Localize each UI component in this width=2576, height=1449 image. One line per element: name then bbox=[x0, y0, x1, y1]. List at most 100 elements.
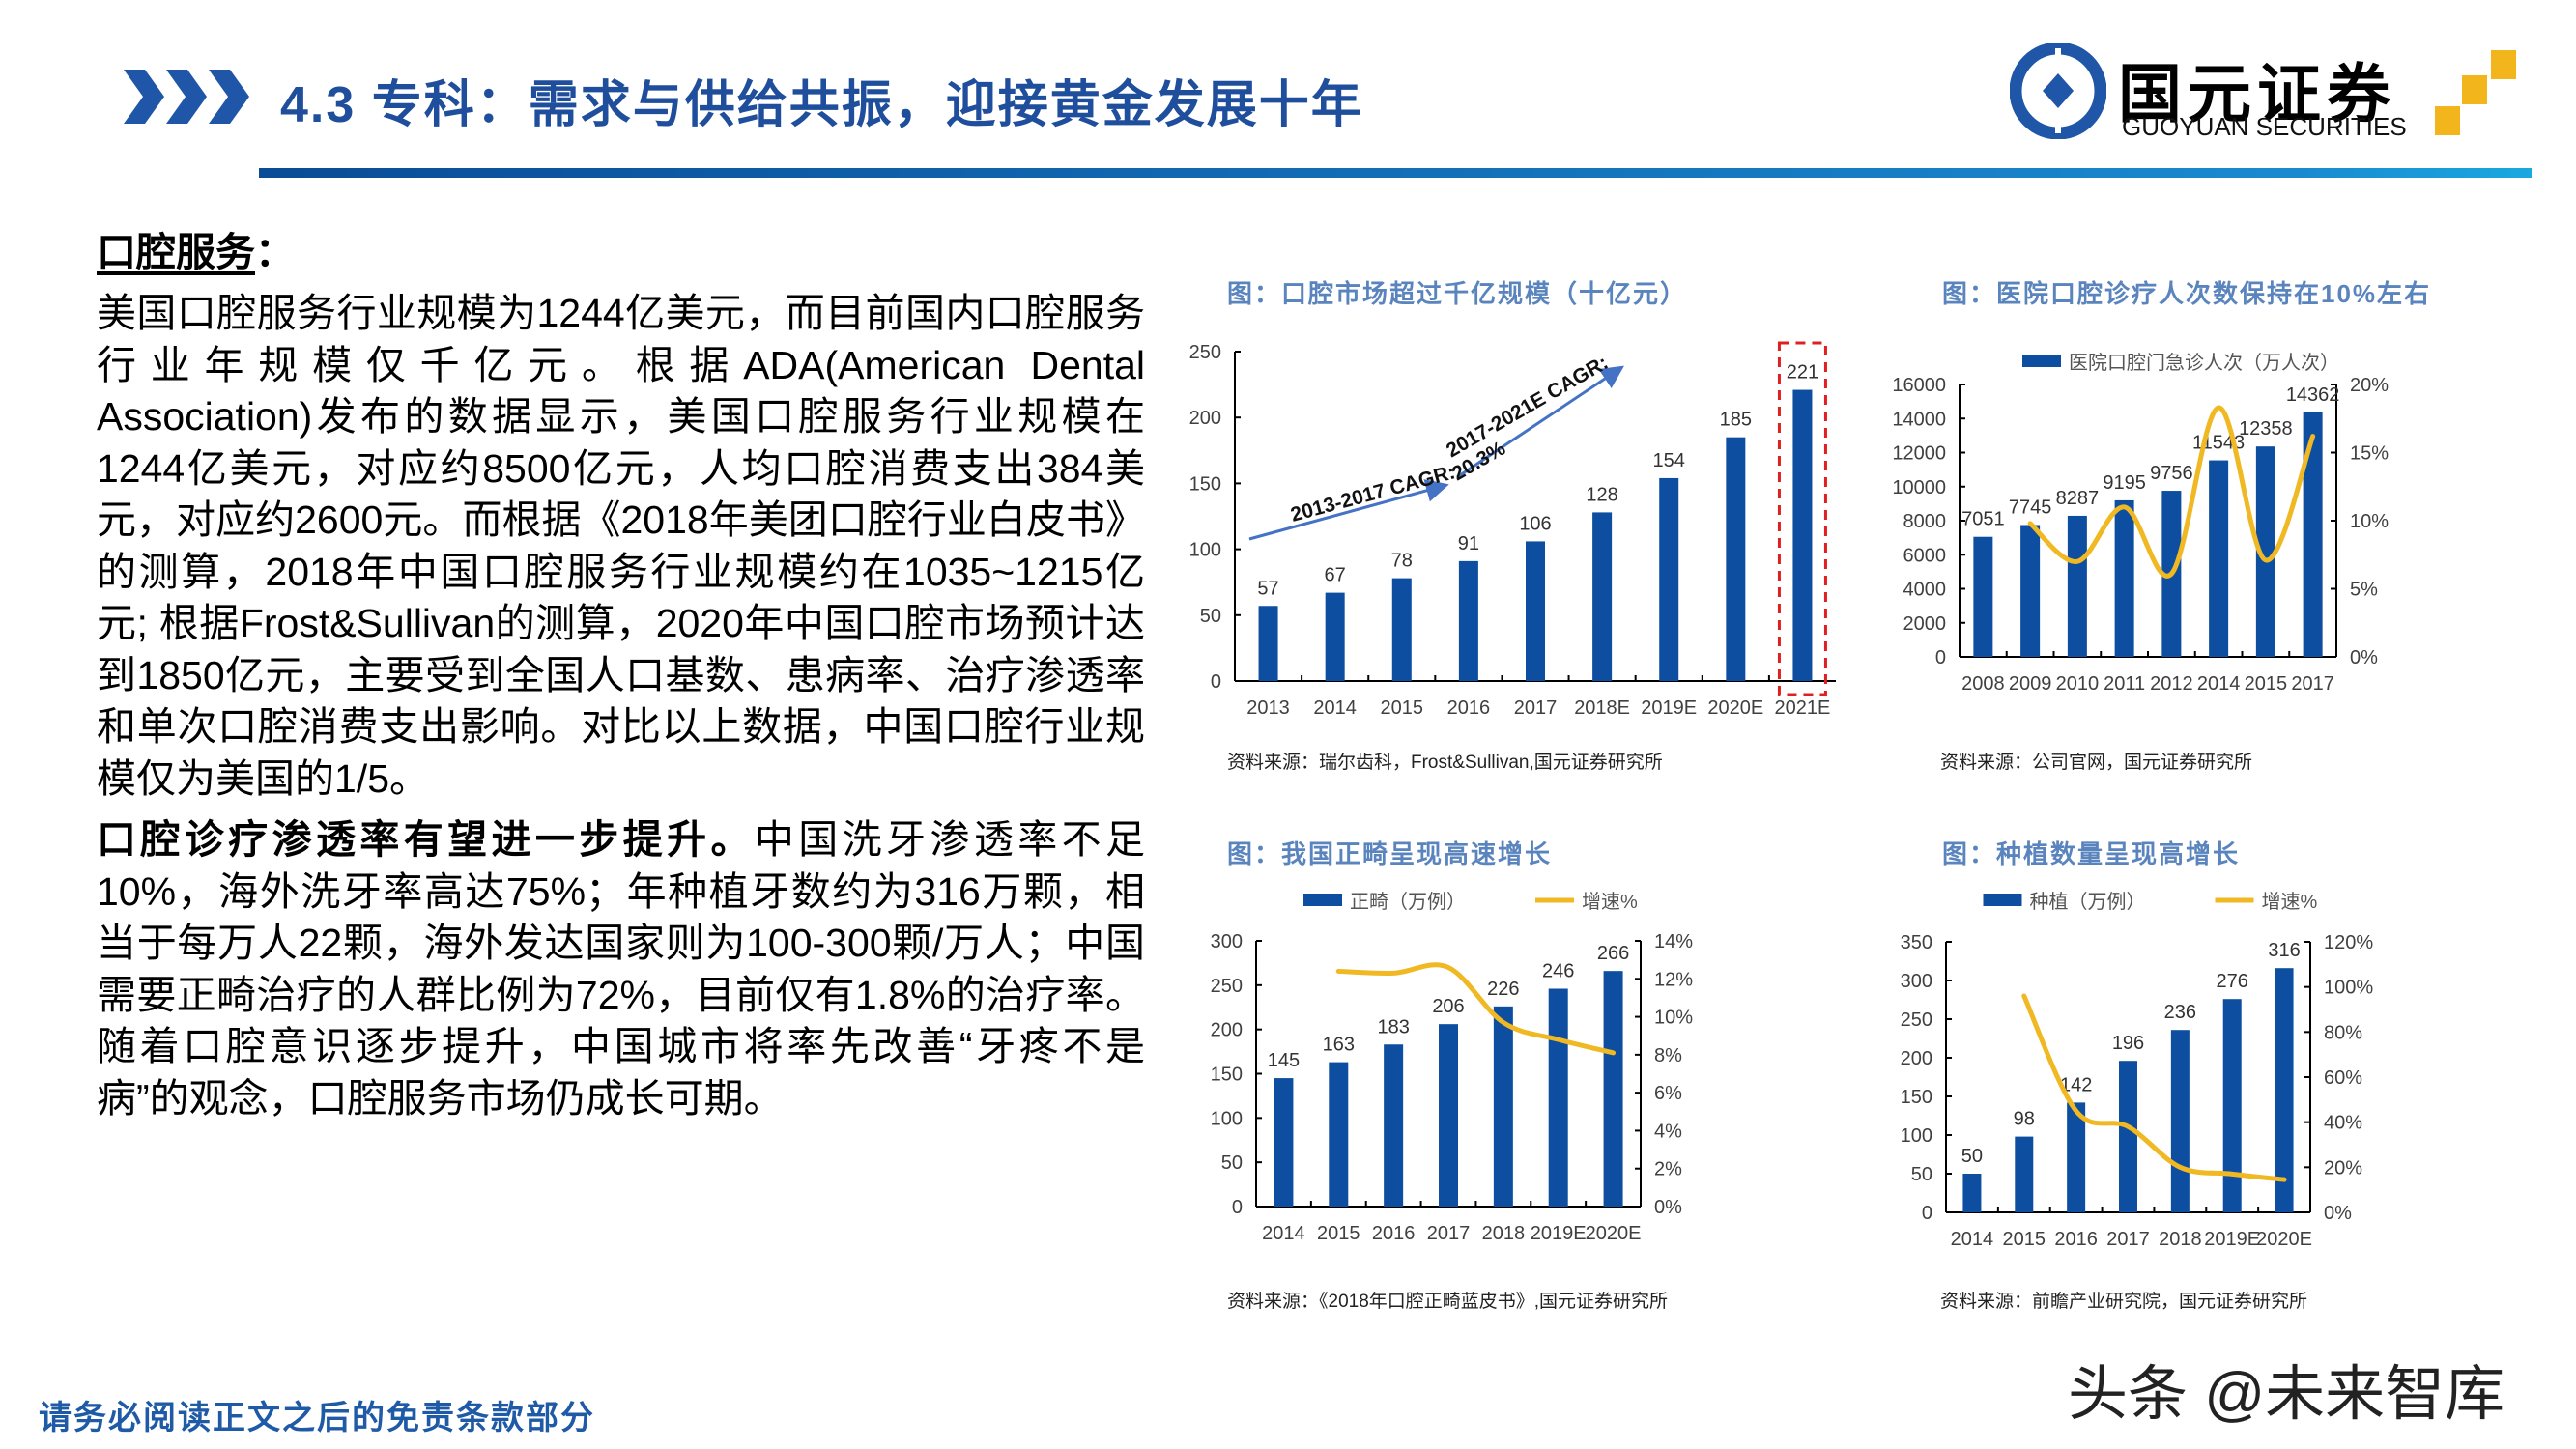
x-tick-label: 2020E bbox=[1707, 697, 1763, 719]
y2-tick-label: 14% bbox=[1654, 931, 1693, 952]
bar-2016 bbox=[1384, 1044, 1404, 1207]
y-tick-label: 100 bbox=[1189, 540, 1221, 561]
y-tick-label: 0 bbox=[1211, 671, 1221, 693]
bar-2014 bbox=[1274, 1078, 1294, 1207]
y2-tick-label: 15% bbox=[2350, 443, 2389, 465]
bar-value-label: 163 bbox=[1323, 1035, 1355, 1056]
chart-title: 图：种植数量呈现高增长 bbox=[1942, 839, 2241, 868]
logo-text-en: GUOYUAN SECURITIES bbox=[2122, 112, 2407, 141]
y2-tick-label: 6% bbox=[1654, 1083, 1682, 1104]
y2-tick-label: 20% bbox=[2350, 375, 2389, 396]
legend-bar-swatch bbox=[1983, 894, 2022, 906]
disclaimer-footer: 请务必阅读正文之后的免责条款部分 bbox=[39, 1400, 595, 1436]
x-tick-label: 2016 bbox=[1447, 697, 1491, 719]
watermark: 头条 @未来智库 bbox=[2068, 1361, 2505, 1428]
bar-value-label: 50 bbox=[1961, 1146, 1983, 1167]
y-tick-label: 12000 bbox=[1892, 443, 1946, 465]
x-tick-label: 2021E bbox=[1775, 697, 1831, 719]
x-tick-label: 2015 bbox=[2003, 1229, 2046, 1250]
y-tick-label: 300 bbox=[1211, 931, 1243, 952]
x-tick-label: 2014 bbox=[1951, 1229, 1994, 1250]
bar-2016 bbox=[1458, 560, 1478, 681]
chart-title: 图：我国正畸呈现高速增长 bbox=[1227, 839, 1553, 868]
bar-2013 bbox=[1258, 606, 1278, 681]
bar-value-label: 276 bbox=[2217, 971, 2248, 992]
header-divider bbox=[259, 168, 2532, 178]
x-tick-label: 2016 bbox=[1372, 1223, 1416, 1244]
bar-2018 bbox=[2170, 1030, 2190, 1212]
bar-value-label: 9195 bbox=[2103, 472, 2146, 494]
bar-value-label: 106 bbox=[1519, 513, 1551, 534]
y-tick-label: 14000 bbox=[1892, 409, 1946, 430]
x-tick-label: 2018 bbox=[2159, 1229, 2202, 1250]
section-heading: 口腔服务： bbox=[97, 230, 295, 274]
bar-value-label: 246 bbox=[1542, 961, 1574, 982]
page-title: 4.3 专科：需求与供给共振，迎接黄金发展十年 bbox=[280, 77, 1363, 133]
x-tick-label: 2016 bbox=[2054, 1229, 2098, 1250]
y2-tick-label: 0% bbox=[1654, 1197, 1682, 1218]
y-tick-label: 0 bbox=[1232, 1197, 1243, 1218]
cagr-arrow-1 bbox=[1248, 479, 1449, 541]
x-tick-label: 2014 bbox=[1313, 697, 1357, 719]
y2-tick-label: 0% bbox=[2350, 647, 2378, 668]
chart-source: 资料来源：前瞻产业研究院，国元证券研究所 bbox=[1940, 1292, 2308, 1312]
y-tick-label: 200 bbox=[1901, 1048, 1932, 1069]
x-tick-label: 2019E bbox=[2204, 1229, 2260, 1250]
bar-2015 bbox=[1391, 578, 1412, 681]
bar-2011 bbox=[2114, 499, 2134, 657]
bar-value-label: 67 bbox=[1325, 565, 1346, 586]
bar-value-label: 316 bbox=[2268, 940, 2300, 961]
bar-2015 bbox=[2255, 446, 2275, 657]
x-tick-label: 2015 bbox=[1381, 697, 1424, 719]
y-tick-label: 250 bbox=[1901, 1009, 1932, 1031]
y-tick-label: 50 bbox=[1200, 606, 1221, 627]
y-tick-label: 200 bbox=[1211, 1020, 1243, 1041]
y2-tick-label: 10% bbox=[1654, 1008, 1693, 1029]
paragraph-lead: 口腔诊疗渗透率有望进一步提升。 bbox=[97, 817, 755, 862]
x-tick-label: 2017 bbox=[1514, 697, 1558, 719]
x-tick-label: 2018 bbox=[1482, 1223, 1526, 1244]
y-tick-label: 300 bbox=[1901, 971, 1932, 992]
y2-tick-label: 20% bbox=[2324, 1157, 2362, 1179]
y-tick-label: 250 bbox=[1189, 342, 1221, 363]
bar-value-label: 142 bbox=[2060, 1074, 2092, 1095]
bar-value-label: 91 bbox=[1458, 533, 1479, 554]
logo-gold-squares-icon bbox=[2435, 50, 2516, 135]
y-tick-label: 50 bbox=[1221, 1152, 1243, 1174]
bar-2020E bbox=[1603, 971, 1623, 1207]
bar-value-label: 78 bbox=[1391, 551, 1413, 572]
bar-value-label: 7745 bbox=[2009, 497, 2052, 518]
bar-value-label: 9756 bbox=[2150, 463, 2193, 484]
chart-title: 图：口腔市场超过千亿规模（十亿元） bbox=[1227, 279, 1688, 308]
growth-line bbox=[2021, 993, 2287, 1182]
y-tick-label: 50 bbox=[1911, 1164, 1932, 1185]
y-tick-label: 350 bbox=[1901, 932, 1932, 953]
bar-value-label: 7051 bbox=[1961, 509, 2005, 530]
x-tick-label: 2011 bbox=[2104, 673, 2145, 695]
x-tick-label: 2008 bbox=[1961, 673, 2005, 695]
y-tick-label: 100 bbox=[1901, 1125, 1932, 1147]
y2-tick-label: 0% bbox=[2324, 1203, 2352, 1224]
x-tick-label: 2019E bbox=[1531, 1223, 1587, 1244]
x-tick-label: 2015 bbox=[2245, 673, 2288, 695]
bar-value-label: 221 bbox=[1787, 362, 1818, 384]
y-tick-label: 100 bbox=[1211, 1108, 1243, 1129]
bar-2020E bbox=[1726, 437, 1746, 681]
bar-2015 bbox=[1329, 1062, 1349, 1207]
growth-line bbox=[2027, 405, 2316, 579]
x-tick-label: 2017 bbox=[2291, 673, 2334, 695]
bar-value-label: 183 bbox=[1377, 1016, 1409, 1037]
y-tick-label: 2000 bbox=[1903, 613, 1947, 635]
bar-2021E bbox=[1792, 389, 1813, 681]
bar-2018 bbox=[1493, 1006, 1513, 1207]
bar-2016 bbox=[2067, 1102, 2086, 1212]
bar-2014 bbox=[2209, 460, 2229, 657]
x-tick-label: 2020E bbox=[2256, 1229, 2312, 1250]
bar-2020E bbox=[2275, 968, 2294, 1212]
x-tick-label: 2019E bbox=[1641, 697, 1697, 719]
bar-2014 bbox=[1962, 1174, 1982, 1212]
bar-2014 bbox=[1325, 592, 1345, 681]
bar-2017 bbox=[1439, 1024, 1458, 1207]
x-tick-label: 2013 bbox=[1246, 697, 1290, 719]
